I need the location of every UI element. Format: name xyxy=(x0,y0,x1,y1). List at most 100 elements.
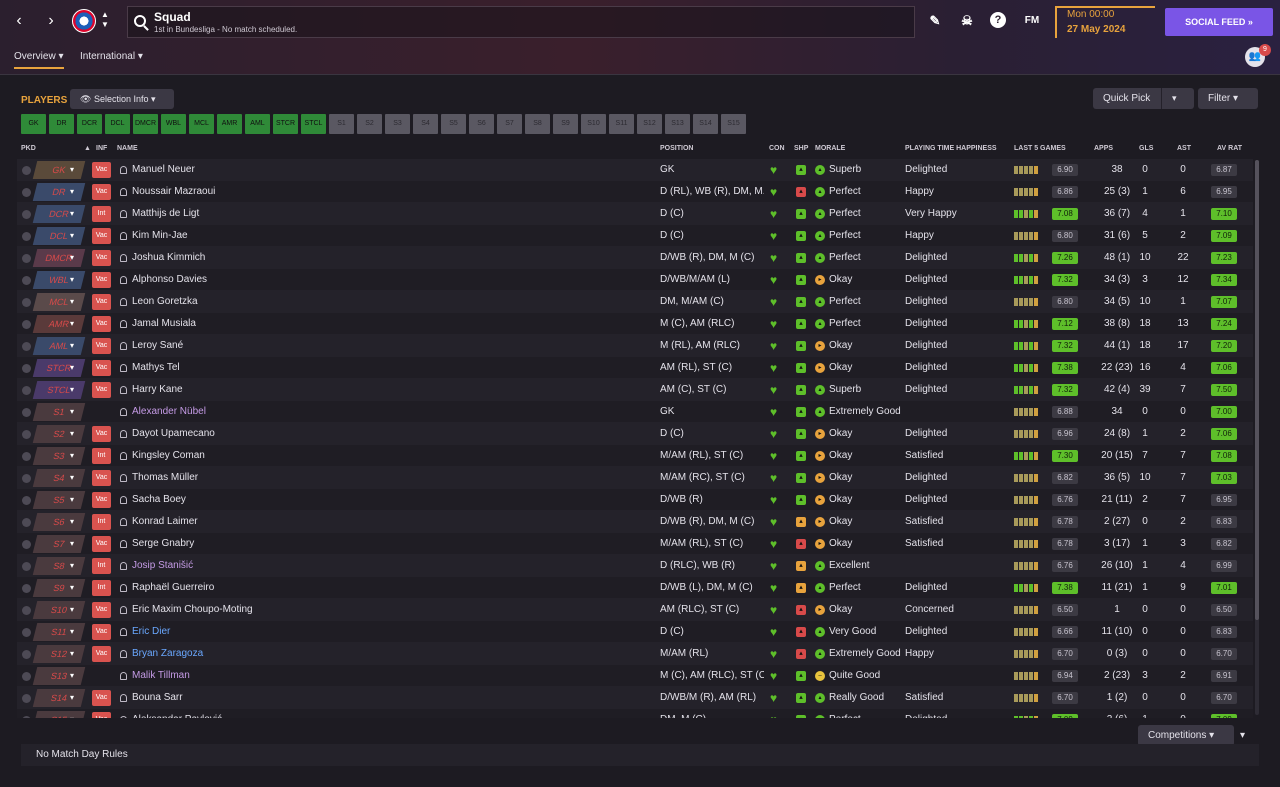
pkd-chevron-icon[interactable]: ▾ xyxy=(70,209,75,218)
position-filter-s9[interactable]: S9 xyxy=(553,114,578,134)
position-filter-s6[interactable]: S6 xyxy=(469,114,494,134)
pick-checkbox[interactable] xyxy=(22,364,31,373)
pick-checkbox[interactable] xyxy=(22,650,31,659)
player-name[interactable]: Alphonso Davies xyxy=(132,274,208,285)
pkd-chevron-icon[interactable]: ▾ xyxy=(70,187,75,196)
pkd-chevron-icon[interactable]: ▾ xyxy=(70,165,75,174)
pick-checkbox[interactable] xyxy=(22,540,31,549)
pick-checkbox[interactable] xyxy=(22,232,31,241)
table-row[interactable]: S15 ▾ Vac Aleksandar Pavlović DM, M (C) … xyxy=(17,709,1253,718)
player-name[interactable]: Bouna Sarr xyxy=(132,692,183,703)
player-name[interactable]: Alexander Nübel xyxy=(132,406,206,417)
back-arrow-icon[interactable]: ‹ xyxy=(16,12,22,29)
pick-checkbox[interactable] xyxy=(22,166,31,175)
position-filter-mcl[interactable]: MCL xyxy=(189,114,214,134)
col-last5[interactable]: LAST 5 GAMES xyxy=(1014,145,1066,152)
col-position[interactable]: POSITION xyxy=(660,145,694,152)
pkd-selector[interactable]: S7 xyxy=(32,535,86,553)
position-filter-s3[interactable]: S3 xyxy=(385,114,410,134)
position-filter-s8[interactable]: S8 xyxy=(525,114,550,134)
player-name[interactable]: Eric Maxim Choupo-Moting xyxy=(132,604,253,615)
pick-checkbox[interactable] xyxy=(22,386,31,395)
pencil-icon[interactable]: ✎ xyxy=(929,13,941,28)
table-row[interactable]: S12 ▾ Vac Bryan Zaragoza M/AM (RL) ♥ ▴ ▴… xyxy=(17,643,1253,665)
skull-icon[interactable]: ☠ xyxy=(961,13,973,28)
table-row[interactable]: S6 ▾ Int Konrad Laimer D/WB (R), DM, M (… xyxy=(17,511,1253,533)
player-name[interactable]: Leon Goretzka xyxy=(132,296,198,307)
pkd-chevron-icon[interactable]: ▾ xyxy=(70,385,75,394)
position-filter-s11[interactable]: S11 xyxy=(609,114,634,134)
pkd-chevron-icon[interactable]: ▾ xyxy=(70,451,75,460)
pkd-chevron-icon[interactable]: ▾ xyxy=(70,627,75,636)
pkd-chevron-icon[interactable]: ▾ xyxy=(70,561,75,570)
position-filter-dcl[interactable]: DCL xyxy=(105,114,130,134)
pkd-selector[interactable]: WBL xyxy=(32,271,86,289)
col-name[interactable]: NAME xyxy=(117,145,138,152)
pkd-selector[interactable]: DMCR xyxy=(32,249,86,267)
pkd-chevron-icon[interactable]: ▾ xyxy=(70,649,75,658)
col-playing-time[interactable]: PLAYING TIME HAPPINESS xyxy=(905,145,997,152)
position-filter-stcl[interactable]: STCL xyxy=(301,114,326,134)
position-filter-wbl[interactable]: WBL xyxy=(161,114,186,134)
table-row[interactable]: DCR ▾ Int Matthijs de Ligt D (C) ♥ ▴ ▴ P… xyxy=(17,203,1253,225)
position-filter-s10[interactable]: S10 xyxy=(581,114,606,134)
position-filter-dmcr[interactable]: DMCR xyxy=(133,114,158,134)
player-name[interactable]: Kingsley Coman xyxy=(132,450,205,461)
player-name[interactable]: Aleksandar Pavlović xyxy=(132,709,652,718)
quick-pick-button[interactable]: Quick Pick xyxy=(1093,88,1194,109)
pick-checkbox[interactable] xyxy=(22,716,31,718)
table-scrollbar[interactable] xyxy=(1255,160,1259,715)
position-filter-s2[interactable]: S2 xyxy=(357,114,382,134)
player-name[interactable]: Mathys Tel xyxy=(132,362,180,373)
col-sort-icon[interactable]: ▲ xyxy=(84,145,91,152)
pick-checkbox[interactable] xyxy=(22,430,31,439)
pkd-selector[interactable]: S4 xyxy=(32,469,86,487)
pick-checkbox[interactable] xyxy=(22,188,31,197)
pkd-selector[interactable]: AMR xyxy=(32,315,86,333)
pkd-chevron-icon[interactable]: ▾ xyxy=(70,297,75,306)
pkd-selector[interactable]: DCR xyxy=(32,205,86,223)
pick-checkbox[interactable] xyxy=(22,672,31,681)
pkd-chevron-icon[interactable]: ▾ xyxy=(70,407,75,416)
pkd-chevron-icon[interactable]: ▾ xyxy=(70,275,75,284)
pkd-selector[interactable]: AML xyxy=(32,337,86,355)
pkd-chevron-icon[interactable]: ▾ xyxy=(70,319,75,328)
social-feed-button[interactable]: SOCIAL FEED » xyxy=(1165,8,1273,36)
col-apps[interactable]: APPS xyxy=(1094,145,1114,152)
pkd-chevron-icon[interactable]: ▾ xyxy=(70,693,75,702)
player-name[interactable]: Harry Kane xyxy=(132,384,183,395)
pick-checkbox[interactable] xyxy=(22,474,31,483)
player-name[interactable]: Raphaël Guerreiro xyxy=(132,582,215,593)
pkd-selector[interactable]: S8 xyxy=(32,557,86,575)
pkd-chevron-icon[interactable]: ▾ xyxy=(70,709,74,718)
help-icon[interactable]: ? xyxy=(990,12,1006,28)
table-row[interactable]: AMR ▾ Vac Jamal Musiala M (C), AM (RLC) … xyxy=(17,313,1253,335)
col-avrat[interactable]: AV RAT xyxy=(1217,145,1243,152)
table-row[interactable]: STCR ▾ Vac Mathys Tel AM (RL), ST (C) ♥ … xyxy=(17,357,1253,379)
pkd-chevron-icon[interactable]: ▾ xyxy=(70,253,75,262)
position-filter-s7[interactable]: S7 xyxy=(497,114,522,134)
table-row[interactable]: S13 ▾ Malik Tillman M (C), AM (RLC), ST … xyxy=(17,665,1253,687)
pkd-selector[interactable]: S13 xyxy=(32,667,86,685)
table-row[interactable]: DMCR ▾ Vac Joshua Kimmich D/WB (R), DM, … xyxy=(17,247,1253,269)
col-shp[interactable]: SHP xyxy=(794,145,809,152)
table-row[interactable]: AML ▾ Vac Leroy Sané M (RL), AM (RLC) ♥ … xyxy=(17,335,1253,357)
player-name[interactable]: Dayot Upamecano xyxy=(132,428,215,439)
filter-button[interactable]: Filter ▾ xyxy=(1198,88,1258,109)
pkd-selector[interactable]: S5 xyxy=(32,491,86,509)
position-filter-stcr[interactable]: STCR xyxy=(273,114,298,134)
pkd-chevron-icon[interactable]: ▾ xyxy=(70,341,75,350)
col-pkd[interactable]: PKD xyxy=(21,145,36,152)
pkd-selector[interactable]: S6 xyxy=(32,513,86,531)
selection-info-button[interactable]: 👁 Selection Info ▾ xyxy=(70,89,174,109)
club-switch-icon[interactable]: ▲ ▼ xyxy=(101,10,109,29)
player-name[interactable]: Serge Gnabry xyxy=(132,538,195,549)
player-name[interactable]: Jamal Musiala xyxy=(132,318,196,329)
player-name[interactable]: Matthijs de Ligt xyxy=(132,208,200,219)
table-row[interactable]: DR ▾ Vac Noussair Mazraoui D (RL), WB (R… xyxy=(17,181,1253,203)
pkd-chevron-icon[interactable]: ▾ xyxy=(70,605,75,614)
pkd-selector[interactable]: S10 xyxy=(32,601,86,619)
player-name[interactable]: Noussair Mazraoui xyxy=(132,186,216,197)
pkd-selector[interactable]: S2 xyxy=(32,425,86,443)
pick-checkbox[interactable] xyxy=(22,518,31,527)
